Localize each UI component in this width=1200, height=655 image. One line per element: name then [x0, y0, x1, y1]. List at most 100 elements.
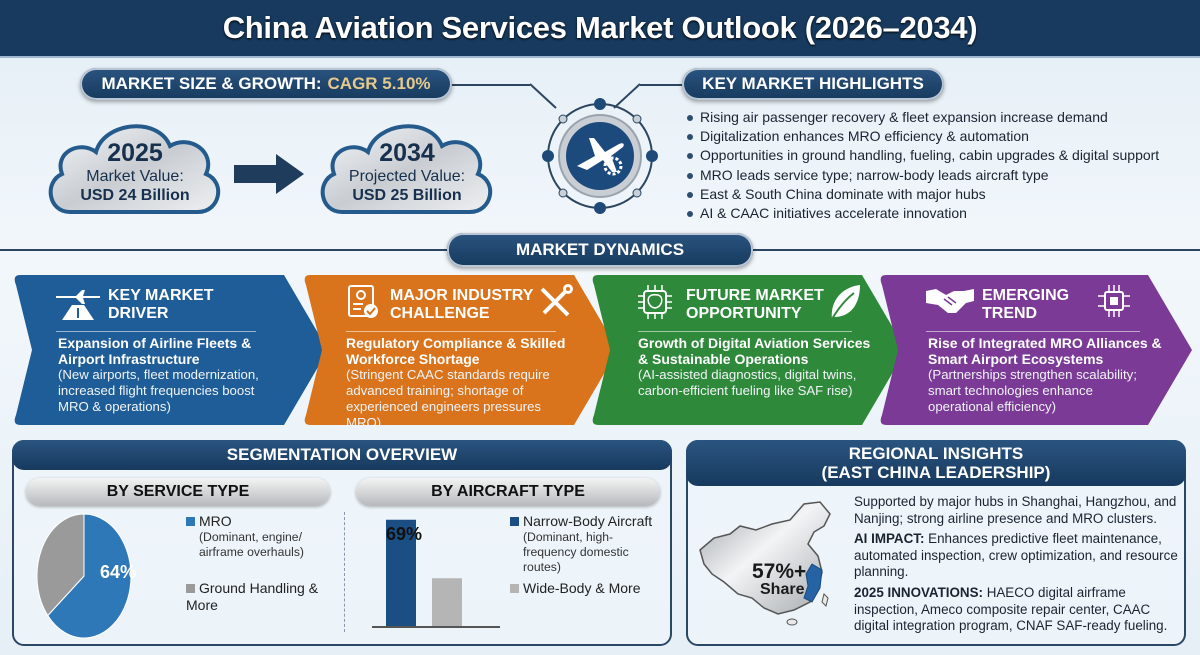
highlight-item: Rising air passenger recovery & fleet ex…: [686, 108, 1186, 127]
connector-line: [640, 84, 685, 86]
legend-narrow-body: Narrow-Body Aircraft (Dominant, high-fre…: [510, 513, 670, 575]
regional-header: REGIONAL INSIGHTS (EAST CHINA LEADERSHIP…: [686, 440, 1186, 486]
market-size-pill: MARKET SIZE & GROWTH: CAGR 5.10%: [80, 68, 452, 100]
bar-narrow-body-aircraft: [386, 519, 416, 626]
regional-text: Supported by major hubs in Shanghai, Han…: [854, 494, 1184, 639]
market-dynamics-pill: MARKET DYNAMICS: [447, 233, 753, 267]
card-subtitle: Growth of Digital Aviation Services & Su…: [638, 335, 871, 367]
share-label: Share: [760, 581, 805, 598]
chevron-shape: [14, 275, 329, 425]
ai-impact-label: AI IMPACT:: [854, 531, 925, 547]
legend-label: Wide-Body & More: [523, 580, 641, 596]
leaf-icon: [831, 285, 860, 320]
chevron-shape: [592, 275, 906, 425]
card-emerging-trend: EMERGING TREND Rise of Integrated MRO Al…: [878, 275, 1194, 425]
china-map-icon: [699, 501, 831, 626]
highlight-item: AI & CAAC initiatives accelerate innovat…: [686, 204, 1186, 223]
cloud-2034: 2034 Projected Value: USD 25 Billion: [312, 112, 502, 222]
connector-line: [450, 84, 530, 86]
card-title-line1: EMERGING: [982, 287, 1070, 304]
card-separator: [346, 331, 556, 332]
airplane-gear-emblem-icon: [542, 98, 658, 214]
card-key-market-driver: KEY MARKET DRIVER Expansion of Airline F…: [12, 275, 330, 425]
highlight-item: Digitalization enhances MRO efficiency &…: [686, 127, 1186, 146]
card-subtitle: Expansion of Airline Fleets & Airport In…: [58, 335, 252, 367]
year-2034: 2034: [379, 139, 435, 167]
card-title-line2: CHALLENGE: [390, 305, 490, 322]
card-title-line1: FUTURE MARKET: [686, 287, 824, 304]
legend-label: Narrow-Body Aircraft: [523, 513, 653, 529]
by-service-type-title: BY SERVICE TYPE: [106, 483, 250, 500]
card-major-industry-challenge: MAJOR INDUSTRY CHALLENGE Regulatory Comp…: [302, 275, 620, 430]
legend-wide-body: Wide-Body & More: [510, 580, 670, 597]
cagr-value: CAGR 5.10%: [327, 74, 431, 93]
cloud-2025: 2025 Market Value: USD 24 Billion: [40, 112, 230, 222]
circuit-chip-icon: [1098, 285, 1130, 317]
vertical-divider: [344, 512, 345, 632]
service-type-pie-chart: [36, 513, 132, 639]
regional-hubs-text: Supported by major hubs in Shanghai, Han…: [854, 494, 1177, 526]
page-title: China Aviation Services Market Outlook (…: [222, 10, 978, 45]
pie-slice-ground-handling-more: [36, 513, 85, 617]
legend-ground-handling: Ground Handling & More: [186, 580, 336, 614]
segmentation-title: SEGMENTATION OVERVIEW: [226, 445, 458, 464]
card-description: (Partnerships strengthen scalability; sm…: [928, 367, 1137, 414]
innovations-body: HAECO digital airframe inspection, Ameco…: [854, 584, 1168, 634]
legend-note: (Dominant, high-frequency domestic route…: [523, 530, 629, 574]
innovations-text: 2025 INNOVATIONS: HAECO digital airframe…: [854, 585, 1184, 635]
share-value: 57%+: [752, 560, 807, 583]
legend-label: MRO: [199, 513, 232, 529]
regional-title: REGIONAL INSIGHTS: [848, 444, 1024, 463]
innovations-label: 2025 INNOVATIONS:: [854, 584, 983, 600]
card-title-line1: KEY MARKET: [108, 287, 214, 304]
aircraft-type-bar-chart: [372, 519, 500, 628]
legend-mro: MRO (Dominant, engine/ airframe overhaul…: [186, 513, 336, 560]
legend-note: (Dominant, engine/ airframe overhauls): [199, 530, 304, 559]
by-service-type-pill: BY SERVICE TYPE: [26, 478, 330, 506]
compliance-document-icon: [348, 285, 378, 318]
projected-value: USD 25 Billion: [352, 187, 462, 204]
title-bar: China Aviation Services Market Outlook (…: [0, 0, 1200, 58]
cloud-shape: [320, 124, 493, 214]
market-value: USD 24 Billion: [80, 187, 190, 204]
highlight-item: Opportunities in ground handling, fuelin…: [686, 146, 1186, 165]
card-description: (Stringent CAAC standards require advanc…: [346, 367, 550, 430]
card-description: (New airports, fleet modernization, incr…: [58, 367, 259, 414]
market-dynamics-title: MARKET DYNAMICS: [515, 240, 685, 259]
wrench-screwdriver-icon: [540, 284, 573, 317]
card-title-line1: MAJOR INDUSTRY: [390, 287, 534, 304]
ai-impact-body: Enhances predictive fleet maintenance, a…: [854, 531, 1178, 580]
handshake-icon: [926, 289, 974, 313]
card-subtitle: Rise of Integrated MRO Alliances & Smart…: [928, 335, 1162, 367]
highlight-item: East & South China dominate with major h…: [686, 185, 1186, 204]
cloud-shape: [48, 124, 221, 214]
card-title-line2: OPPORTUNITY: [686, 305, 802, 322]
card-subtitle: Regulatory Compliance & Skilled Workforc…: [346, 335, 566, 367]
year-2025: 2025: [107, 139, 163, 167]
bar-wide-body-more: [432, 578, 462, 626]
pie-data-label: 64%: [100, 562, 137, 582]
projected-value-label: Projected Value:: [348, 168, 466, 185]
by-aircraft-type-pill: BY AIRCRAFT TYPE: [356, 478, 660, 506]
by-aircraft-type-title: BY AIRCRAFT TYPE: [431, 483, 585, 500]
legend-swatch-mro: [186, 517, 195, 526]
card-separator: [926, 331, 1140, 332]
legend-swatch-ground: [186, 584, 195, 593]
chevron-shape: [304, 275, 618, 425]
card-title-line2: TREND: [982, 305, 1038, 322]
airplane-runway-icon: [56, 290, 100, 320]
segmentation-header: SEGMENTATION OVERVIEW: [12, 440, 672, 470]
highlight-item: MRO leads service type; narrow-body lead…: [686, 166, 1186, 185]
market-size-label: MARKET SIZE & GROWTH:: [101, 74, 322, 93]
arrow-right-icon: [234, 154, 304, 194]
bar-data-label: 69%: [386, 524, 423, 544]
legend-swatch-narrow: [510, 517, 519, 526]
regional-subtitle: (EAST CHINA LEADERSHIP): [821, 463, 1051, 482]
highlights-list: Rising air passenger recovery & fleet ex…: [686, 108, 1186, 223]
key-highlights-pill: KEY MARKET HIGHLIGHTS: [682, 68, 944, 100]
card-separator: [638, 331, 852, 332]
legend-label: Ground Handling & More: [186, 580, 319, 613]
key-highlights-title: KEY MARKET HIGHLIGHTS: [702, 74, 924, 93]
card-separator: [56, 331, 256, 332]
